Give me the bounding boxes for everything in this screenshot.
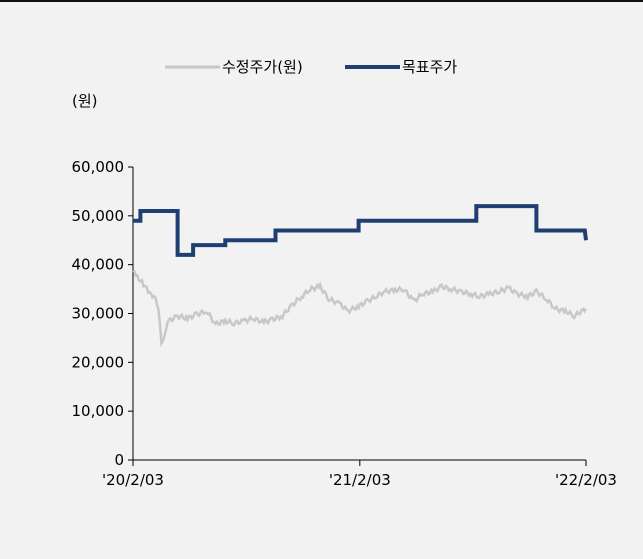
y-tick-label: 0: [114, 451, 124, 469]
y-tick-label: 10,000: [72, 402, 125, 420]
x-tick-label: '20/2/03: [102, 471, 164, 489]
legend-label-adjusted-price: 수정주가(원): [222, 58, 303, 76]
legend-label-target-price: 목표주가: [402, 58, 457, 76]
x-tick-label: '22/2/03: [555, 471, 617, 489]
chart-legend: 수정주가(원) 목표주가: [165, 58, 457, 76]
series-layer: [132, 204, 588, 348]
y-unit-label: (원): [72, 92, 98, 110]
series-line-adjusted-price: [132, 269, 588, 348]
y-tick-label: 30,000: [72, 305, 125, 323]
y-tick-label: 60,000: [72, 158, 125, 176]
series-line-target-price: [133, 204, 588, 257]
top-border-rule: [0, 0, 643, 2]
y-tick-label: 50,000: [72, 207, 125, 225]
y-tick-label: 40,000: [72, 256, 125, 274]
x-tick-label: '21/2/03: [329, 471, 391, 489]
chart-axes: 0 10,000 20,000 30,000 40,000 50,000 60,000 '20…: [72, 158, 617, 489]
y-tick-label: 20,000: [72, 353, 125, 371]
